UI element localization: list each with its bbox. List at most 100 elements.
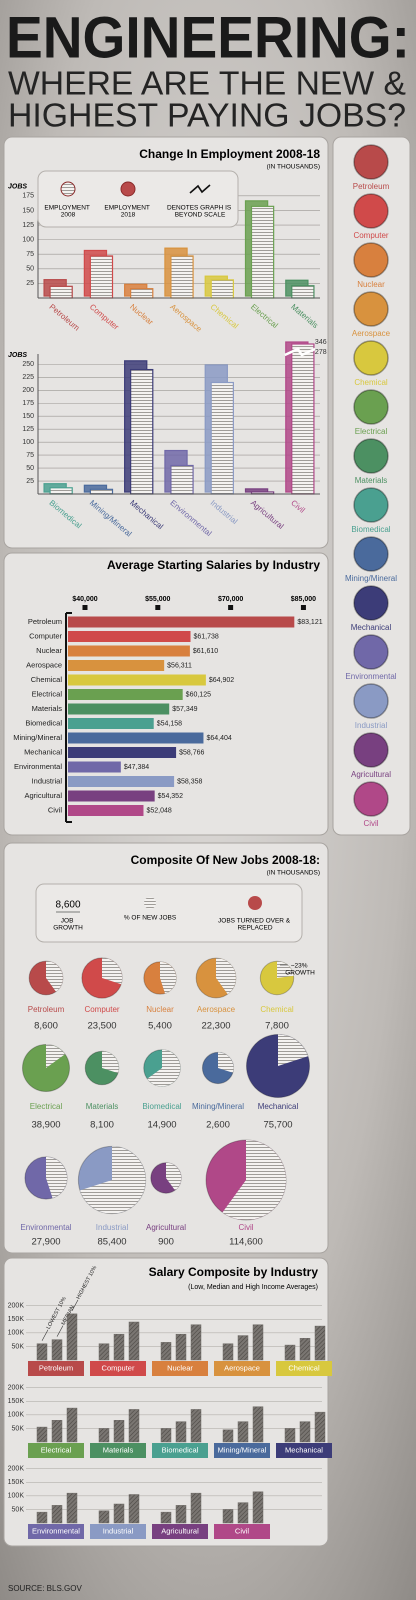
bar bbox=[51, 1420, 63, 1443]
legend-label: Mining/Mineral bbox=[345, 574, 397, 583]
bar bbox=[49, 285, 73, 299]
y-tick-label: Aerospace bbox=[26, 660, 62, 669]
bar bbox=[128, 1321, 140, 1361]
pie-value: 14,900 bbox=[147, 1120, 176, 1131]
legend-swatch bbox=[353, 242, 389, 278]
y-tick-label: 100K bbox=[8, 1412, 25, 1419]
category-box bbox=[152, 1524, 208, 1539]
legend-swatch bbox=[248, 896, 262, 910]
category-box bbox=[90, 1443, 146, 1458]
annotation-line bbox=[71, 1299, 79, 1312]
y-tick-label: 25 bbox=[26, 478, 34, 485]
x-tick-label: $85,000 bbox=[291, 596, 316, 603]
y-tick-label: 200K bbox=[8, 1466, 25, 1473]
data-label: $58,766 bbox=[179, 749, 204, 756]
y-tick-label: 150 bbox=[22, 207, 34, 214]
legend-label: Mechanical bbox=[351, 623, 392, 632]
pie-slice bbox=[80, 1146, 146, 1214]
pie-label: Mining/Mineral bbox=[192, 1102, 244, 1111]
bar bbox=[36, 1343, 48, 1361]
pie-value: 5,400 bbox=[148, 1021, 172, 1032]
legend-label: Agricultural bbox=[351, 770, 391, 779]
pie-value: 114,600 bbox=[229, 1237, 263, 1248]
pie-value: 7,800 bbox=[265, 1021, 289, 1032]
data-label: $56,311 bbox=[167, 662, 192, 669]
pie-label: Computer bbox=[84, 1005, 119, 1014]
y-axis-label: JOBS bbox=[8, 352, 27, 359]
legend-label: Nuclear bbox=[357, 280, 385, 289]
bar bbox=[175, 1505, 187, 1524]
category-box bbox=[214, 1443, 270, 1458]
legend-swatch bbox=[353, 683, 389, 719]
bar bbox=[175, 1333, 187, 1361]
tick-mark bbox=[155, 605, 161, 610]
legend-swatch bbox=[353, 193, 389, 229]
legend-swatch bbox=[353, 585, 389, 621]
pie-slice bbox=[222, 1140, 286, 1221]
legend-swatch bbox=[353, 389, 389, 425]
data-label: $52,048 bbox=[146, 807, 171, 814]
bar bbox=[160, 1428, 172, 1443]
bar bbox=[252, 1491, 264, 1524]
data-label: $54,158 bbox=[157, 720, 182, 727]
category-box bbox=[152, 1361, 208, 1376]
pie-value: 8,100 bbox=[90, 1120, 114, 1131]
y-tick-label: 150K bbox=[8, 1479, 25, 1486]
bar bbox=[190, 1409, 202, 1443]
pie-label: Electrical bbox=[30, 1102, 63, 1111]
bar bbox=[68, 689, 183, 700]
pie-slice bbox=[277, 961, 294, 978]
category-box bbox=[152, 1443, 208, 1458]
bar bbox=[113, 1503, 125, 1524]
bar bbox=[68, 718, 154, 729]
bar bbox=[68, 747, 177, 758]
legend-label: Materials bbox=[355, 476, 387, 485]
annotation-line bbox=[56, 1325, 64, 1337]
chart-subtitle: (IN THOUSANDS) bbox=[267, 870, 320, 877]
bar bbox=[89, 255, 114, 299]
pie-slice bbox=[216, 958, 236, 995]
x-tick-label: Biomedical bbox=[162, 1445, 199, 1454]
legend-label: Civil bbox=[363, 819, 378, 828]
data-label: 278 bbox=[315, 349, 327, 356]
y-tick-label: 50 bbox=[26, 465, 34, 472]
pie-label: Biomedical bbox=[142, 1102, 181, 1111]
chart-title: Change In Employment 2008-18 bbox=[139, 147, 320, 161]
bar bbox=[68, 616, 295, 628]
pie-value: 75,700 bbox=[263, 1120, 292, 1131]
bar bbox=[68, 703, 170, 715]
category-box bbox=[90, 1361, 146, 1376]
x-tick-label: Mechanical bbox=[285, 1445, 323, 1454]
legend-swatch bbox=[353, 438, 389, 474]
x-tick-label: Nuclear bbox=[167, 1363, 193, 1372]
legend-swatch bbox=[353, 634, 389, 670]
legend-label: EMPLOYMENT 2018 bbox=[104, 204, 151, 218]
y-tick-label: 250 bbox=[22, 361, 34, 368]
bar bbox=[130, 288, 154, 299]
bar bbox=[98, 1510, 110, 1524]
pie-value: 38,900 bbox=[31, 1120, 60, 1131]
category-box bbox=[214, 1524, 270, 1539]
data-label: $83,121 bbox=[297, 619, 322, 626]
chart-subtitle: (Low, Median and High Income Averages) bbox=[188, 1284, 318, 1291]
legend-swatch bbox=[120, 181, 136, 197]
legend-box bbox=[35, 883, 303, 943]
panel bbox=[332, 136, 411, 836]
legend-swatch bbox=[353, 291, 389, 327]
chart-title: Salary Composite by Industry bbox=[149, 1265, 319, 1279]
tick-mark bbox=[228, 605, 234, 610]
y-tick-label: 150 bbox=[22, 413, 34, 420]
pie-label: Civil bbox=[238, 1223, 253, 1232]
bar bbox=[284, 1344, 296, 1361]
y-tick-label: Industrial bbox=[32, 776, 63, 785]
y-tick-label: 200 bbox=[22, 387, 34, 394]
pie-label: Environmental bbox=[20, 1223, 71, 1232]
bar bbox=[68, 805, 144, 816]
y-tick-label: 225 bbox=[22, 374, 34, 381]
y-tick-label: 50K bbox=[12, 1425, 25, 1432]
chart-subtitle: (IN THOUSANDS) bbox=[267, 164, 320, 171]
pie-slice bbox=[218, 1052, 234, 1073]
bar bbox=[51, 1339, 63, 1361]
